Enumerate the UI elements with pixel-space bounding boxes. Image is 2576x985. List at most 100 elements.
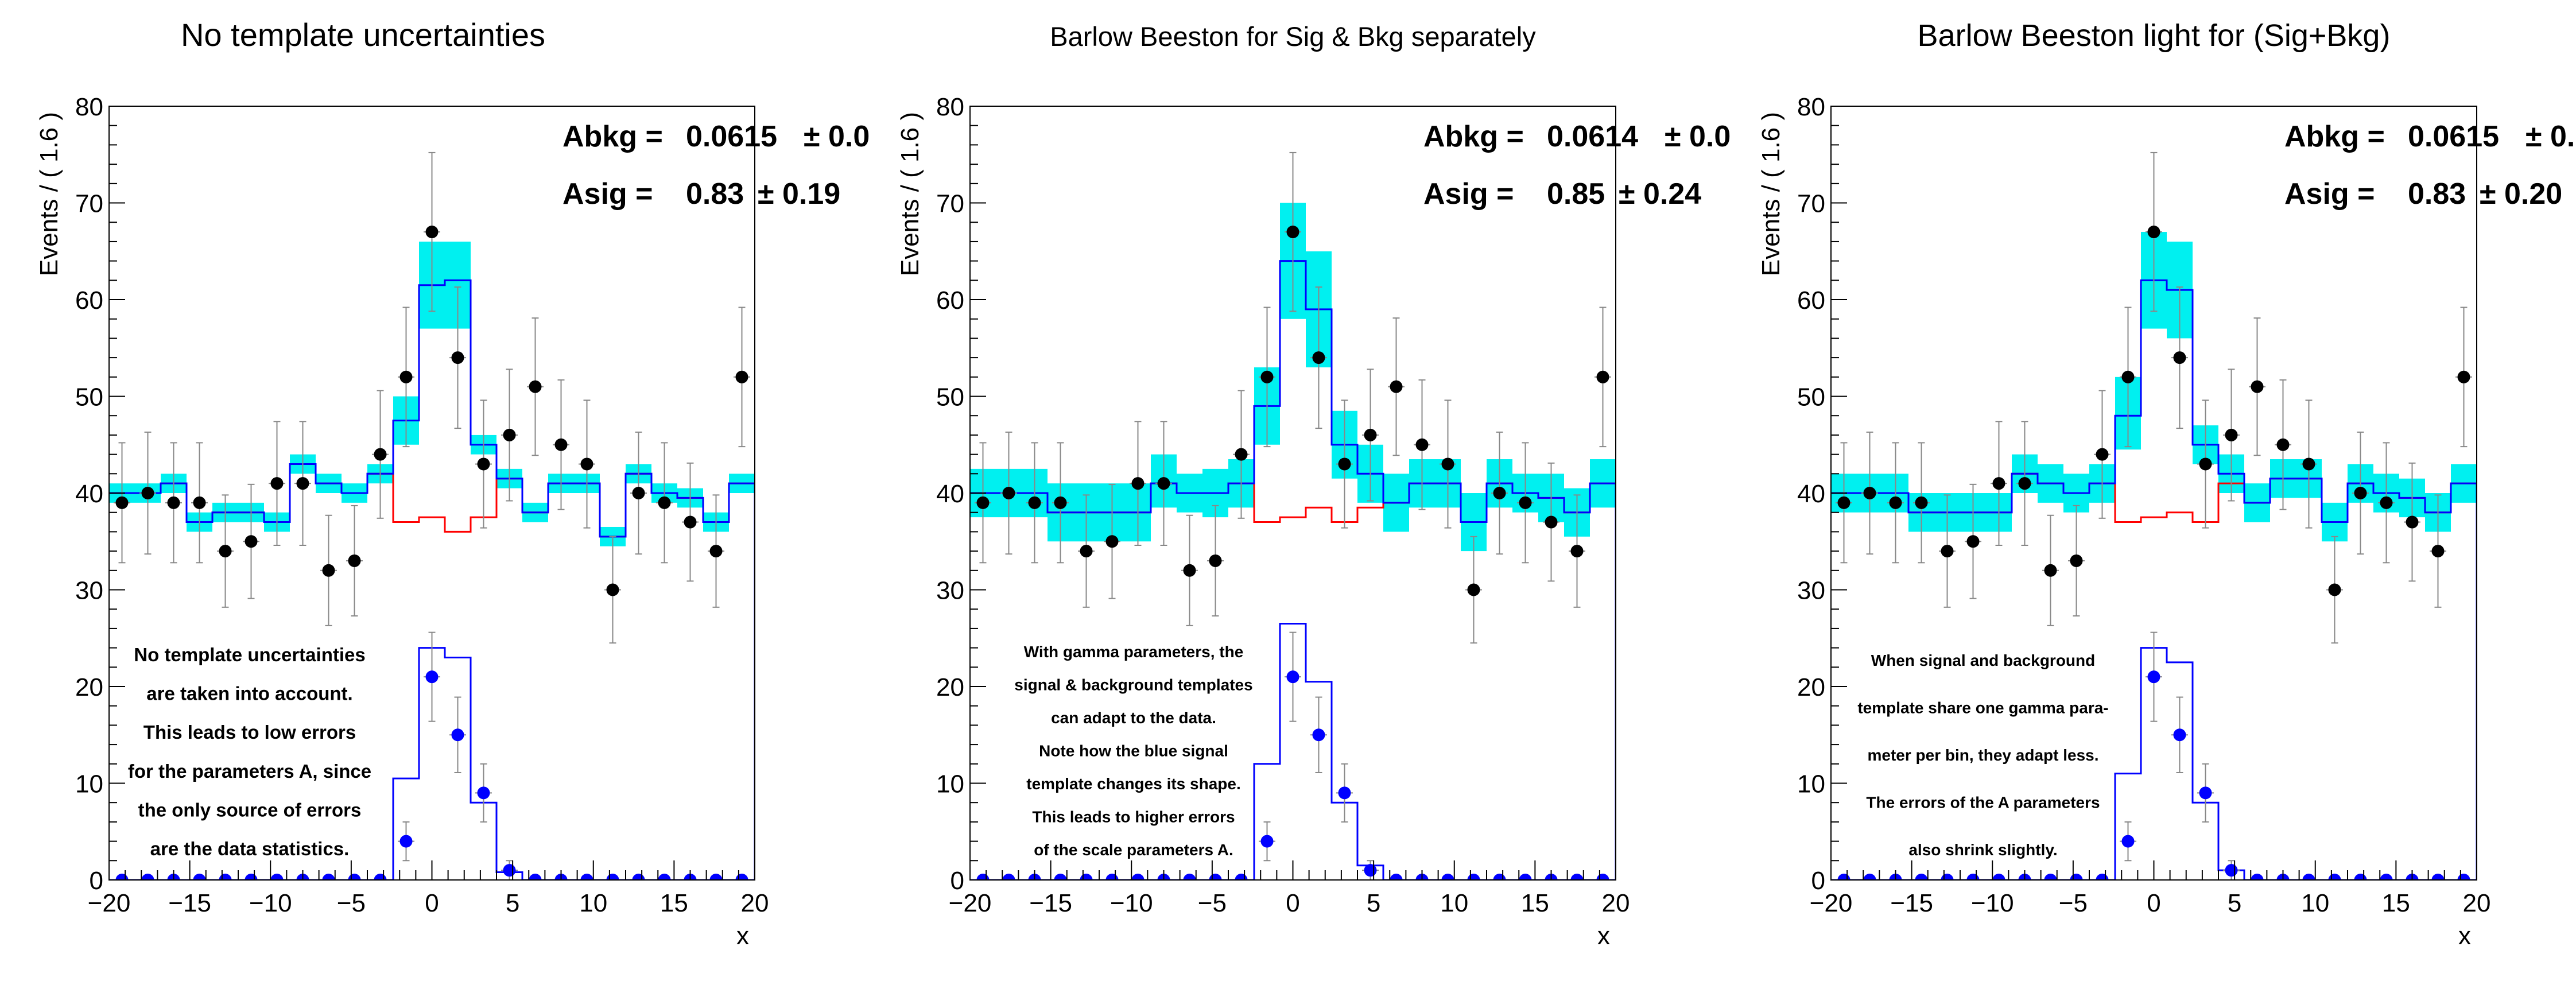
y-tick-label: 70: [1797, 190, 1825, 218]
data-point: [1543, 462, 1559, 582]
data-marker: [1545, 515, 1558, 529]
y-tick-label: 0: [1811, 867, 1825, 895]
note-line: With gamma parameters, the: [1024, 643, 1244, 661]
data-marker: [976, 496, 990, 509]
signal-data-point: [708, 874, 724, 880]
total-fit-line: [1831, 279, 2477, 880]
data-point: [1414, 379, 1430, 510]
data-point: [1104, 483, 1120, 599]
data-point: [398, 307, 414, 448]
data-point: [2223, 369, 2240, 502]
data-marker: [115, 496, 129, 509]
data-marker: [1889, 496, 1902, 509]
signal-data-marker: [2302, 874, 2315, 880]
fit-param-value: 0.83: [2408, 177, 2466, 211]
fit-param-error: ± 0.0: [1665, 120, 1731, 153]
signal-data-marker: [1915, 874, 1928, 880]
signal-data-marker: [270, 874, 284, 880]
data-marker: [1157, 477, 1170, 490]
data-marker: [554, 438, 568, 451]
signal-data-marker: [2431, 874, 2445, 880]
signal-data-marker: [1863, 874, 1876, 880]
fit-param-error: ± 0.19: [758, 177, 840, 211]
data-point: [1465, 536, 1482, 644]
data-marker: [709, 545, 723, 558]
signal-data-point: [475, 763, 492, 823]
chart-title: Barlow Beeston light for (Sig+Bkg): [1918, 18, 2391, 53]
signal-data-point: [1259, 821, 1275, 862]
signal-data-marker: [425, 670, 439, 684]
y-tick-label: 40: [936, 480, 964, 508]
x-tick-label: 10: [1440, 889, 1468, 917]
y-tick-label: 70: [75, 190, 103, 218]
data-marker: [1941, 545, 1954, 558]
note-line: can adapt to the data.: [1051, 709, 1216, 727]
data-marker: [1183, 564, 1196, 577]
y-tick-label: 30: [75, 577, 103, 605]
x-axis-label: x: [2458, 922, 2471, 950]
x-tick-label: −15: [1890, 889, 1933, 917]
data-point: [1388, 317, 1405, 456]
data-point: [975, 442, 991, 564]
y-tick-label: 10: [1797, 770, 1825, 798]
x-tick-label: 0: [1286, 889, 1299, 917]
data-point: [1207, 505, 1224, 616]
data-marker: [1235, 448, 1248, 461]
note-line: also shrink slightly.: [1908, 841, 2057, 859]
data-marker: [296, 477, 309, 490]
data-point: [2430, 494, 2446, 608]
data-point: [114, 442, 130, 564]
data-marker: [1519, 496, 1532, 509]
data-marker: [2096, 448, 2109, 461]
signal-data-marker: [193, 874, 206, 880]
data-marker: [1209, 554, 1222, 567]
y-tick-label: 20: [1797, 673, 1825, 701]
fit-param-label: Asig =: [1423, 177, 1514, 211]
data-point: [1181, 514, 1198, 626]
signal-data-point: [1181, 874, 1198, 880]
data-point: [579, 400, 595, 529]
fit-param-row: Abkg = 0.0615 ± 0.0: [2284, 120, 2576, 153]
data-point: [217, 494, 234, 608]
data-point: [2146, 152, 2162, 312]
signal-data-marker: [1992, 874, 2005, 880]
x-axis-label: x: [736, 922, 749, 950]
data-point: [1887, 442, 1904, 564]
data-point: [139, 431, 156, 555]
note-line: template share one gamma para-: [1857, 699, 2108, 717]
signal-data-marker: [1441, 874, 1454, 880]
data-marker: [322, 564, 335, 577]
note-line: signal & background templates: [1014, 676, 1252, 694]
y-tick-label: 10: [75, 770, 103, 798]
data-point: [527, 317, 544, 456]
data-point: [1991, 421, 2007, 546]
signal-data-point: [2042, 874, 2059, 880]
signal-data-point: [1336, 763, 1353, 823]
data-point: [1965, 483, 1981, 599]
x-tick-label: 10: [2301, 889, 2329, 917]
data-point: [2326, 536, 2343, 644]
total-fit-line: [970, 260, 1616, 880]
y-tick-label: 20: [75, 673, 103, 701]
x-tick-label: −10: [1971, 889, 2014, 917]
data-point: [2455, 307, 2472, 448]
signal-fit-line: [970, 622, 1616, 880]
data-point: [2042, 514, 2059, 626]
data-marker: [245, 535, 258, 548]
y-tick-label: 60: [1797, 286, 1825, 315]
data-point: [320, 514, 337, 626]
data-point: [2171, 286, 2188, 429]
data-marker: [1390, 380, 1403, 393]
data-point: [2378, 442, 2395, 564]
data-marker: [2354, 487, 2367, 499]
data-marker: [1415, 438, 1429, 451]
plot-area: [109, 152, 755, 880]
x-tick-label: 15: [2382, 889, 2410, 917]
data-marker: [1441, 457, 1454, 471]
data-marker: [451, 351, 464, 364]
data-point: [2275, 379, 2291, 510]
data-point: [372, 390, 389, 519]
data-marker: [1837, 496, 1850, 509]
signal-data-marker: [2121, 835, 2135, 848]
signal-data-point: [2378, 874, 2395, 880]
